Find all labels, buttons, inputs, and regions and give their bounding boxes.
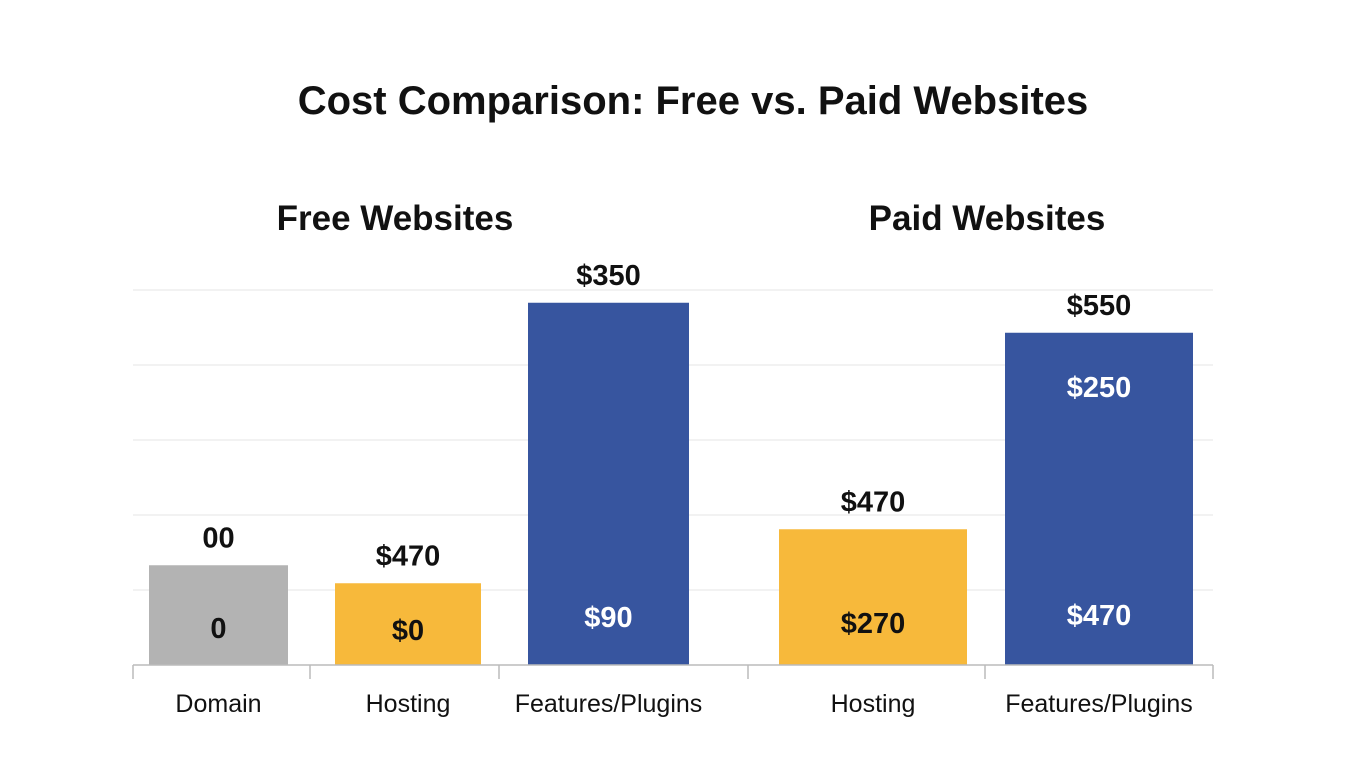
chart-title: Cost Comparison: Free vs. Paid Websites (298, 79, 1089, 123)
bar-features-plugins (1005, 332, 1193, 665)
bar-inner-label: 0 (210, 613, 226, 645)
bar-inner-label: $0 (392, 615, 424, 647)
bar-inner-label: $90 (584, 602, 632, 634)
x-tick-label: Hosting (366, 690, 451, 718)
x-tick-label: Domain (175, 690, 261, 718)
bar-hosting (335, 583, 481, 665)
group-title-free: Free Websites (277, 199, 514, 238)
bar-inner-label-upper: $250 (1067, 372, 1132, 404)
x-tick-label: Features/Plugins (515, 690, 703, 718)
bar-hosting (779, 529, 967, 665)
bar-inner-label: $270 (841, 608, 906, 640)
x-tick-label: Features/Plugins (1005, 690, 1193, 718)
bar-domain (149, 565, 288, 665)
x-tick-label: Hosting (831, 690, 916, 718)
bar-top-label: $350 (576, 260, 641, 292)
bar-features-plugins (528, 302, 689, 665)
bar-inner-label: $470 (1067, 600, 1132, 632)
bar-top-label: $470 (376, 540, 441, 572)
bar-top-label: $470 (841, 486, 906, 518)
bar-top-label: 00 (202, 522, 234, 554)
bar-top-label: $550 (1067, 290, 1132, 322)
group-title-paid: Paid Websites (869, 199, 1106, 238)
